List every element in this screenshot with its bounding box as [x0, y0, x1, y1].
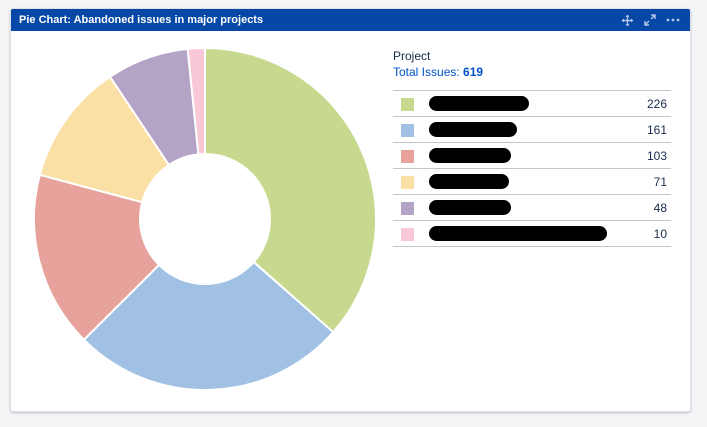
legend-row[interactable]: 161 — [393, 116, 671, 143]
legend-swatch — [401, 201, 414, 215]
legend-swatch — [401, 97, 414, 111]
legend-swatch — [401, 123, 414, 137]
redaction-mark — [429, 174, 509, 190]
legend-count[interactable]: 103 — [607, 142, 671, 169]
legend-project-name[interactable] — [425, 194, 607, 221]
legend-row[interactable]: 103 — [393, 142, 671, 169]
redaction-mark — [429, 122, 517, 138]
legend-project-name[interactable] — [425, 220, 607, 247]
donut-chart — [33, 47, 377, 391]
redaction-mark — [429, 226, 607, 242]
gadget-title: Pie Chart: Abandoned issues in major pro… — [19, 14, 264, 26]
legend-count[interactable]: 71 — [607, 168, 671, 195]
legend-project-name[interactable] — [425, 90, 607, 117]
legend-swatch — [401, 175, 414, 189]
legend-swatch-cell — [393, 194, 425, 221]
legend-row[interactable]: 48 — [393, 194, 671, 221]
legend-swatch — [401, 149, 414, 163]
legend-swatch-cell — [393, 142, 425, 169]
legend-heading: Project — [393, 49, 431, 63]
donut-hole — [139, 153, 271, 285]
legend-row[interactable]: 226 — [393, 90, 671, 117]
pie-chart-gadget: Pie Chart: Abandoned issues in major pro… — [10, 8, 691, 412]
redaction-mark — [429, 96, 529, 112]
legend-count[interactable]: 10 — [607, 220, 671, 247]
legend: Project Total Issues: 619 226 161 103 71 48 1… — [393, 49, 671, 247]
redaction-mark — [429, 148, 511, 164]
total-issues: Total Issues: 619 — [393, 65, 671, 80]
legend-row[interactable]: 71 — [393, 168, 671, 195]
redaction-mark — [429, 200, 511, 216]
total-issues-value[interactable]: 619 — [463, 65, 484, 79]
pie-slice[interactable] — [82, 217, 335, 391]
total-issues-label: Total Issues: — [393, 65, 460, 79]
header-controls — [620, 9, 680, 31]
legend-row[interactable]: 10 — [393, 220, 671, 247]
legend-swatch-cell — [393, 168, 425, 195]
more-icon[interactable] — [666, 13, 680, 27]
legend-project-name[interactable] — [425, 168, 607, 195]
pie-slice[interactable] — [204, 47, 377, 334]
legend-swatch-cell — [393, 116, 425, 143]
legend-count[interactable]: 48 — [607, 194, 671, 221]
legend-swatch-cell — [393, 220, 425, 247]
legend-swatch-cell — [393, 90, 425, 117]
legend-count[interactable]: 161 — [607, 116, 671, 143]
gadget-header: Pie Chart: Abandoned issues in major pro… — [11, 9, 690, 31]
legend-swatch — [401, 227, 414, 241]
move-icon[interactable] — [620, 13, 634, 27]
expand-icon[interactable] — [643, 13, 657, 27]
legend-table: 226 161 103 71 48 10 — [393, 90, 671, 247]
legend-project-name[interactable] — [425, 142, 607, 169]
legend-count[interactable]: 226 — [607, 90, 671, 117]
legend-project-name[interactable] — [425, 116, 607, 143]
